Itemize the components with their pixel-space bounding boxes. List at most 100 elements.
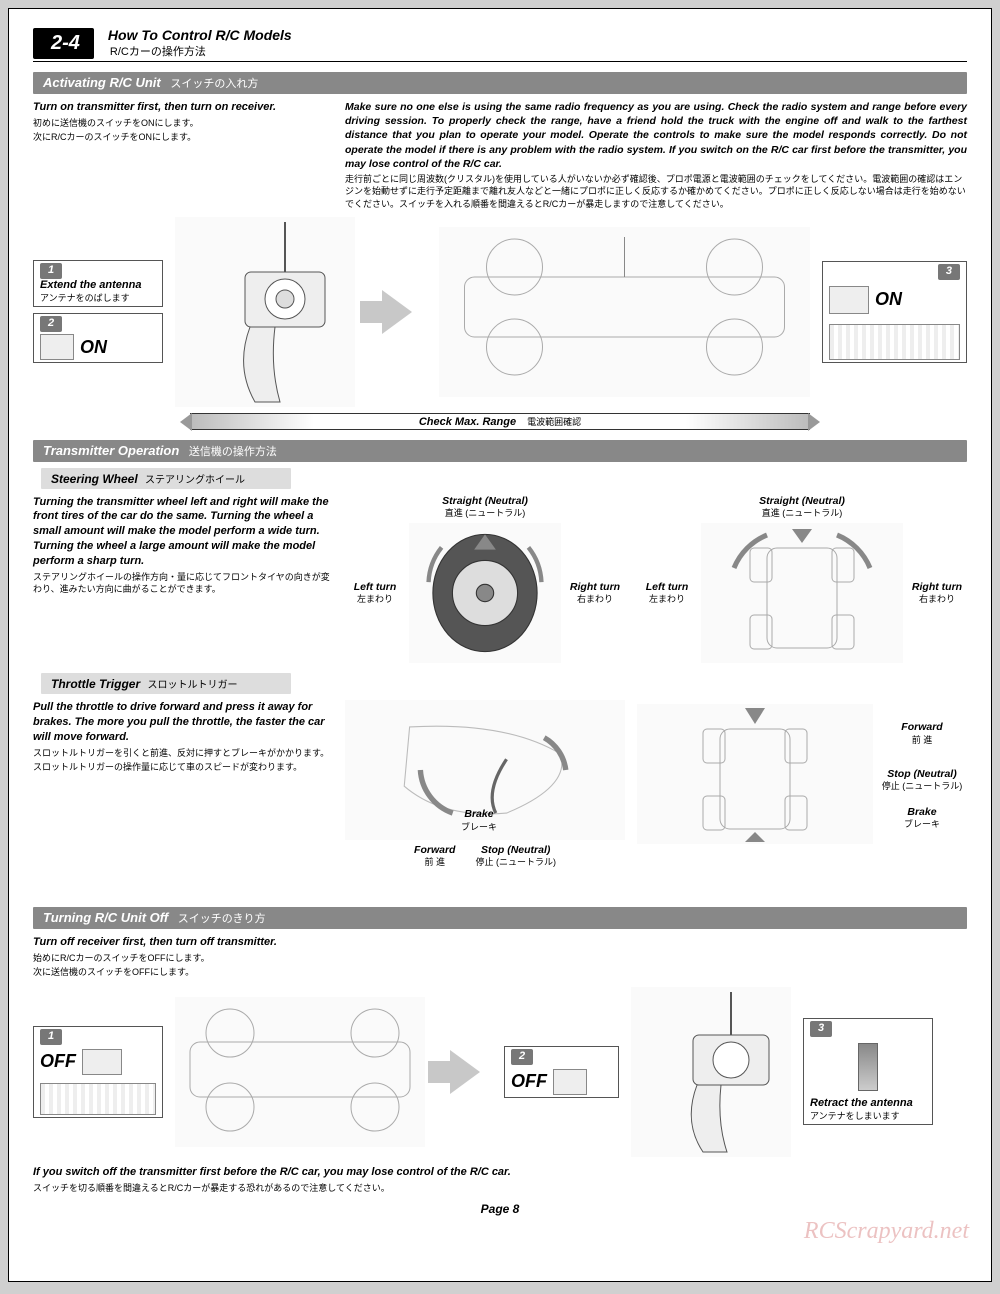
step3-badge: 3 [938, 264, 960, 280]
thr-fwd-jp: 前 進 [424, 857, 445, 867]
off-bold: Turn off receiver first, then turn off t… [33, 935, 967, 950]
step2-badge: 2 [40, 316, 62, 332]
callout-step2: 2 ON [33, 313, 163, 363]
activating-band-en: Activating R/C Unit [43, 75, 161, 90]
off-label-2: OFF [511, 1070, 547, 1093]
switch-illustration-2 [829, 286, 869, 314]
off-step2-block: 2 OFF [504, 1046, 619, 1098]
throttle-jp: スロットルトリガー [147, 680, 237, 691]
callout-step1: 1 Extend the antenna アンテナをのばします [33, 260, 163, 307]
steering-body-jp: ステアリングホイールの操作方向・量に応じてフロントタイヤの向きが変わり、進みたい… [33, 571, 333, 596]
steer-right-en: Right turn [565, 581, 625, 594]
on-label-2: ON [875, 288, 902, 311]
steer-left-en: Left turn [345, 581, 405, 594]
steering-subband: Steering Wheel ステアリングホイール [41, 468, 291, 489]
car-top-steering [701, 523, 903, 663]
off-step3-badge: 3 [810, 1021, 832, 1037]
thr-brake-jp: ブレーキ [461, 822, 497, 832]
thr-fwd-en2: Forward [877, 721, 967, 734]
transmitter-band: Transmitter Operation 送信機の操作方法 [33, 440, 967, 462]
retract-jp: アンテナをしまいます [810, 1111, 900, 1121]
retract-en: Retract the antenna [810, 1097, 913, 1109]
battery-illustration-off [40, 1083, 156, 1115]
callout-step3: 3 ON [822, 261, 967, 363]
throttle-row: Pull the throttle to drive forward and p… [33, 700, 967, 897]
steering-row: Turning the transmitter wheel left and r… [33, 495, 967, 667]
step3-block: 3 ON [822, 261, 967, 363]
transmitter-diagram [175, 217, 355, 407]
activating-left-jp1: 初めに送信機のスイッチをONにします。 [33, 117, 333, 130]
off-callout-1: 1 OFF [33, 1026, 163, 1118]
off-jp2: 次に送信機のスイッチをOFFにします。 [33, 966, 967, 979]
battery-illustration [829, 324, 960, 360]
steer-straight-en: Straight (Neutral) [345, 495, 625, 508]
steer-left-en2: Left turn [637, 581, 697, 594]
activating-left-bold: Turn on transmitter first, then turn on … [33, 100, 333, 115]
transmitter-off-diagram [631, 987, 791, 1157]
thr-brake-en2: Brake [877, 806, 967, 819]
off-band: Turning R/C Unit Off スイッチのきり方 [33, 907, 967, 929]
thr-stop-jp2: 停止 (ニュートラル) [882, 781, 963, 791]
throttle-en: Throttle Trigger [51, 677, 140, 691]
watermark: RCScrapyard.net [804, 1218, 969, 1245]
activating-callouts: 1 Extend the antenna アンテナをのばします 2 ON [33, 260, 163, 363]
off-step3-block: 3 Retract the antenna アンテナをしまいます [803, 1018, 933, 1125]
on-label-1: ON [80, 336, 107, 359]
activating-right-col: Make sure no one else is using the same … [345, 100, 967, 211]
off-band-jp: スイッチのきり方 [178, 913, 266, 925]
thr-brake-en: Brake [449, 808, 509, 821]
throttle-subband: Throttle Trigger スロットルトリガー [41, 673, 291, 694]
steer-straight-en2: Straight (Neutral) [637, 495, 967, 508]
transmitter-band-jp: 送信機の操作方法 [189, 446, 277, 458]
car-top-throttle [637, 704, 873, 844]
steer-straight-jp2: 直進 (ニュートラル) [762, 508, 843, 518]
steering-text: Turning the transmitter wheel left and r… [33, 495, 333, 596]
switch-illustration-off [82, 1049, 122, 1075]
activating-diagram-row: 1 Extend the antenna アンテナをのばします 2 ON [33, 217, 967, 407]
section-title-en: How To Control R/C Models [108, 27, 292, 43]
off-warning: If you switch off the transmitter first … [33, 1165, 967, 1194]
step1-badge: 1 [40, 263, 62, 279]
activating-left-jp2: 次にR/CカーのスイッチをONにします。 [33, 131, 333, 144]
off-step1-block: 1 OFF [33, 1026, 163, 1118]
page-number: Page 8 [33, 1202, 967, 1216]
activating-right-bold: Make sure no one else is using the same … [345, 101, 967, 170]
steer-straight-jp: 直進 (ニュートラル) [445, 508, 526, 518]
chassis-diagram-off [175, 997, 425, 1147]
steering-wheel-block: Straight (Neutral) 直進 (ニュートラル) Left turn… [345, 495, 625, 667]
range-en: Check Max. Range [419, 416, 516, 428]
steer-right-en2: Right turn [907, 581, 967, 594]
off-text: Turn off receiver first, then turn off t… [33, 935, 967, 979]
thr-stop-en2: Stop (Neutral) [877, 768, 967, 781]
off-warn-jp: スイッチを切る順番を間違えるとR/Cカーが暴走する恐れがあるので注意してください… [33, 1182, 967, 1195]
antenna-retract-illustration [858, 1043, 878, 1091]
transmitter-band-en: Transmitter Operation [43, 443, 179, 458]
off-step1-badge: 1 [40, 1029, 62, 1045]
off-step2-badge: 2 [511, 1049, 533, 1065]
section-header: 2-4 How To Control R/C Models R/Cカーの操作方法 [33, 27, 967, 62]
off-warn-en: If you switch off the transmitter first … [33, 1165, 967, 1180]
activating-text-row: Turn on transmitter first, then turn on … [33, 100, 967, 211]
off-callout-3: 3 Retract the antenna アンテナをしまいます [803, 1018, 933, 1125]
wheel-diagram [409, 523, 561, 663]
extend-en: Extend the antenna [40, 279, 141, 291]
range-bar: Check Max. Range 電波範囲確認 [190, 413, 810, 430]
thr-fwd-en: Forward [414, 844, 455, 857]
activating-band: Activating R/C Unit スイッチの入れ方 [33, 72, 967, 94]
off-label-1: OFF [40, 1050, 76, 1073]
steer-right-jp2: 右まわり [919, 594, 955, 604]
throttle-body-en: Pull the throttle to drive forward and p… [33, 700, 333, 745]
activating-band-jp: スイッチの入れ方 [170, 78, 258, 90]
section-number: 2-4 [33, 28, 94, 59]
steer-left-jp: 左まわり [357, 594, 393, 604]
off-diagram-row: 1 OFF 2 OFF [33, 987, 967, 1157]
switch-illustration [40, 334, 74, 360]
extend-jp: アンテナをのばします [40, 293, 130, 303]
arrow-right-1 [367, 290, 427, 334]
throttle-trigger-block: Forward 前 進 Stop (Neutral) 停止 (ニュートラル) B… [345, 700, 625, 897]
chassis-diagram-on [439, 227, 810, 397]
steer-left-jp2: 左まわり [649, 594, 685, 604]
range-jp: 電波範囲確認 [527, 417, 581, 427]
section-title-block: How To Control R/C Models R/Cカーの操作方法 [108, 27, 292, 59]
throttle-text: Pull the throttle to drive forward and p… [33, 700, 333, 774]
